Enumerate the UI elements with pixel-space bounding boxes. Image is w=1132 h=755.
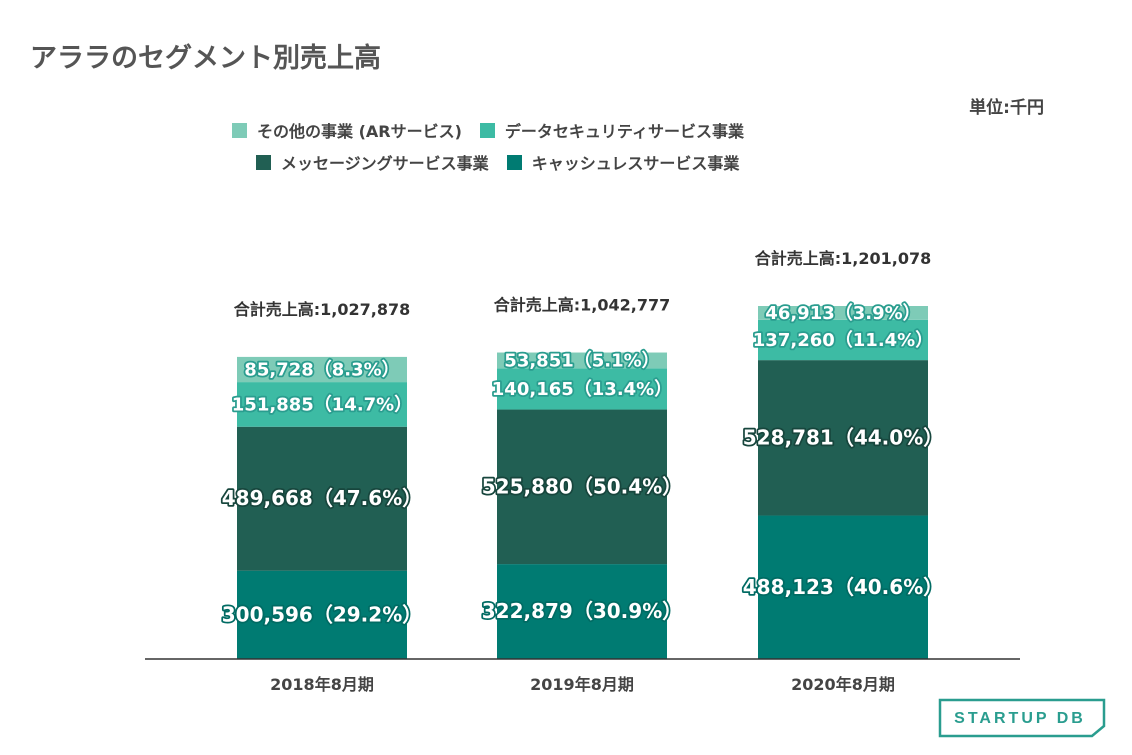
legend-swatch-data-security <box>479 122 495 138</box>
unit-label: 単位:千円 <box>969 98 1044 118</box>
legend-swatch-other <box>232 122 247 138</box>
total-label: 合計売上高:1,042,777 <box>494 296 671 315</box>
data-label-cashless: 322,879（30.9%） <box>482 599 682 623</box>
data-label-data-security: 137,260（11.4%） <box>753 330 933 351</box>
x-tick-label: 2018年8月期 <box>270 675 374 694</box>
bar-segment-data-security <box>497 368 667 410</box>
bar-segment-cashless <box>497 564 667 659</box>
bar-segment-messaging <box>758 360 928 516</box>
data-label-messaging: 489,668（47.6%） <box>222 486 422 510</box>
data-label-data-security: 151,885（14.7%） <box>232 394 412 415</box>
legend-label-messaging: メッセージングサービス事業 <box>281 154 489 173</box>
data-label-cashless: 488,123（40.6%） <box>743 575 943 599</box>
legend-item-cashless: キャッシュレスサービス事業 <box>506 150 740 174</box>
bar-segment-messaging <box>497 409 667 565</box>
legend-swatch-cashless <box>506 154 522 170</box>
data-label-other: 46,913（3.9%） <box>765 303 920 324</box>
bar-segment-cashless <box>758 515 928 659</box>
data-label-messaging: 528,781（44.0%） <box>743 425 943 449</box>
legend-item-messaging: メッセージングサービス事業 <box>256 150 489 174</box>
bar-segment-messaging <box>237 426 407 571</box>
legend-item-other: その他の事業 (ARサービス) <box>232 118 462 142</box>
labels-group: 300,596（29.2%） 489,668（47.6%） 151,885（14.7… <box>220 249 945 694</box>
legend-row-1: その他の事業 (ARサービス) データセキュリティサービス事業 <box>232 118 762 142</box>
bar-segment-cashless <box>237 570 407 659</box>
bar-segment-other <box>237 356 407 383</box>
legend-row-2: メッセージングサービス事業 キャッシュレスサービス事業 <box>256 150 757 174</box>
data-label-data-security: 140,165（13.4%） <box>492 379 672 400</box>
data-label-cashless: 300,596（29.2%） <box>222 602 422 626</box>
bar-segment-data-security <box>237 382 407 427</box>
startup-db-logo: STARTUP DB <box>938 698 1106 738</box>
data-label-other: 53,851（5.1%） <box>504 350 659 371</box>
bars-group <box>237 306 928 659</box>
x-tick-label: 2020年8月期 <box>791 675 895 694</box>
data-label-other: 85,728（8.3%） <box>244 360 399 381</box>
bar-segment-other <box>758 306 928 320</box>
bar-segment-data-security <box>758 319 928 361</box>
total-label: 合計売上高:1,027,878 <box>234 300 411 319</box>
legend-label-cashless: キャッシュレスサービス事業 <box>531 154 740 173</box>
legend-item-data-security: データセキュリティサービス事業 <box>479 118 744 142</box>
data-label-messaging: 525,880（50.4%） <box>482 474 682 498</box>
legend-label-other: その他の事業 (ARサービス) <box>257 122 462 141</box>
chart-title: アララのセグメント別売上高 <box>30 43 381 74</box>
legend-label-data-security: データセキュリティサービス事業 <box>504 122 744 141</box>
legend-swatch-messaging <box>256 154 271 170</box>
bar-segment-other <box>497 352 667 369</box>
total-label: 合計売上高:1,201,078 <box>755 249 932 268</box>
x-tick-label: 2019年8月期 <box>530 675 634 694</box>
logo-text: STARTUP DB <box>954 710 1086 727</box>
